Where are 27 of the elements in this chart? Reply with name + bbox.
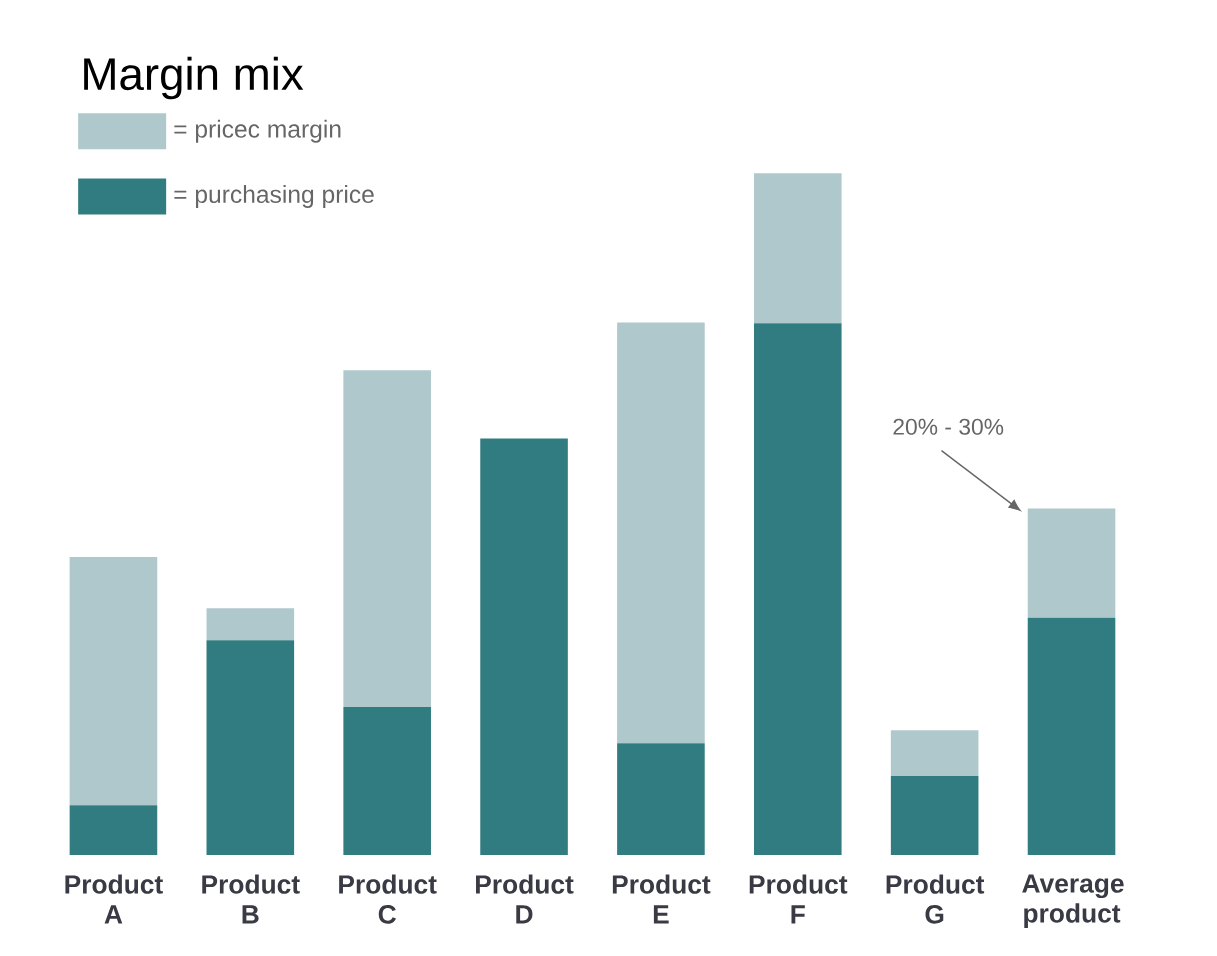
- legend-label: = purchasing price: [174, 185, 374, 208]
- annotation: 20% - 30%: [893, 418, 1004, 435]
- bar: [206, 640, 295, 855]
- chart-title: Margin mix: [84, 56, 304, 100]
- bar: [343, 370, 431, 708]
- x-tick-label: Product E: [612, 874, 711, 924]
- bar: [890, 730, 979, 776]
- x-tick-label: Product B: [202, 874, 300, 924]
- x-tick-label: Average product: [1022, 874, 1124, 928]
- bar: [1027, 508, 1116, 618]
- bar: [753, 323, 842, 855]
- x-tick-label: Product G: [886, 874, 985, 924]
- bar: [206, 608, 295, 641]
- bar: [617, 322, 705, 744]
- legend-label: = pricec margin: [174, 119, 341, 143]
- bar: [1027, 617, 1116, 855]
- x-tick-label: Product C: [339, 874, 437, 924]
- x-tick-label: Product F: [749, 874, 848, 924]
- bar: [69, 557, 158, 806]
- bar: [343, 707, 431, 855]
- bar: [890, 775, 979, 855]
- bar: [753, 173, 842, 324]
- bar: [480, 438, 568, 855]
- x-tick-label: Product D: [476, 874, 574, 924]
- bar: [617, 743, 705, 855]
- x-tick-label: Product A: [65, 874, 163, 924]
- bar: [69, 805, 158, 855]
